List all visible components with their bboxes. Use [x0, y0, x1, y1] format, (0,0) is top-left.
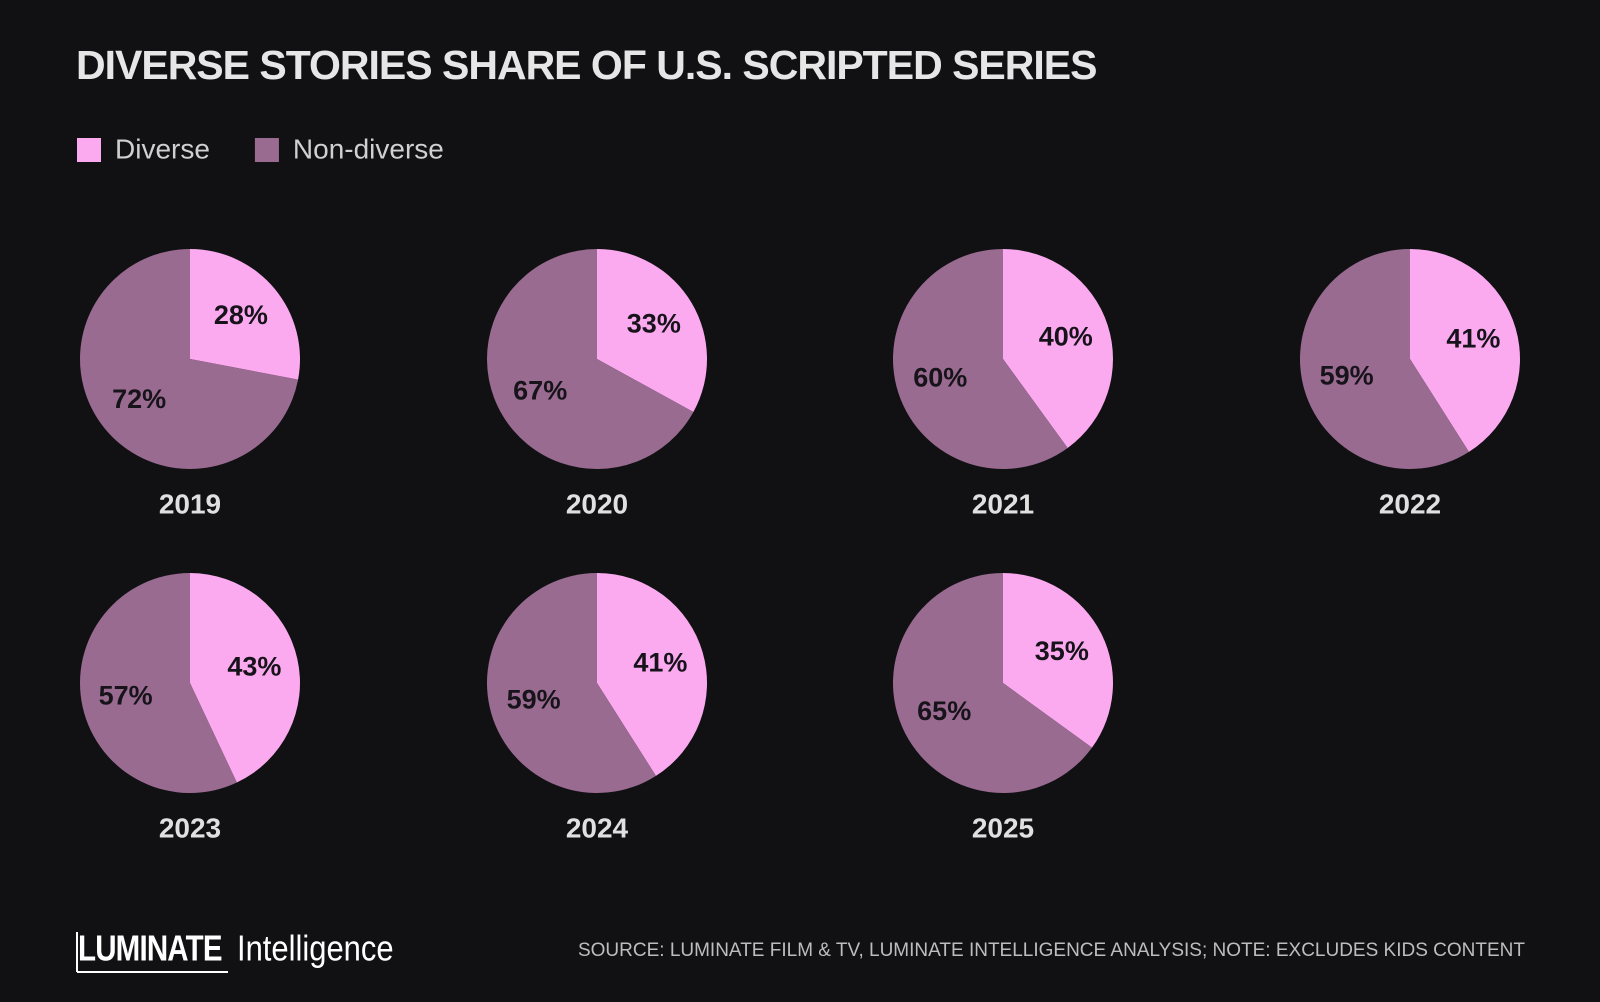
- pie-slice: [1003, 573, 1113, 748]
- legend-label: Diverse: [115, 133, 210, 164]
- logo-brand: LUMINATE: [78, 928, 222, 968]
- pie-slice: [597, 249, 707, 412]
- pie-slice: [892, 573, 1092, 793]
- value-label: 41%: [633, 648, 687, 678]
- pie-title: 2021: [972, 488, 1034, 519]
- pie-slice: [190, 249, 300, 380]
- pie-title: 2020: [566, 488, 628, 519]
- pie-title: 2024: [566, 812, 629, 843]
- pie-title: 2022: [1379, 488, 1441, 519]
- source-note: SOURCE: LUMINATE FILM & TV, LUMINATE INT…: [578, 940, 1525, 961]
- pie-title: 2025: [972, 812, 1034, 843]
- value-label: 60%: [913, 363, 967, 393]
- legend-swatch: [254, 138, 279, 162]
- value-label: 57%: [99, 681, 153, 711]
- value-label: 59%: [1320, 361, 1374, 391]
- value-label: 41%: [1446, 324, 1500, 354]
- chart-title: DIVERSE STORIES SHARE OF U.S. SCRIPTED S…: [76, 42, 1096, 88]
- logo-product: Intelligence: [237, 929, 394, 969]
- pie-slice: [893, 249, 1068, 469]
- pie-slice: [486, 573, 656, 793]
- value-label: 35%: [1035, 636, 1089, 666]
- value-label: 28%: [214, 300, 268, 330]
- pie-title: 2019: [159, 488, 221, 519]
- value-label: 40%: [1039, 322, 1093, 352]
- value-label: 43%: [227, 652, 281, 682]
- value-label: 33%: [627, 309, 681, 339]
- pie-slice: [487, 249, 694, 469]
- pie-slice: [597, 573, 707, 776]
- pie-slice: [1410, 249, 1520, 452]
- value-label: 59%: [507, 685, 561, 715]
- value-label: 72%: [112, 384, 166, 414]
- pie-slice: [1299, 249, 1469, 470]
- value-label: 67%: [513, 376, 567, 406]
- pie-title: 2023: [159, 812, 221, 843]
- value-label: 65%: [917, 696, 971, 726]
- pie-slice: [79, 573, 237, 793]
- pie-slice: [79, 249, 299, 469]
- pie-slice: [190, 573, 300, 783]
- legend-label: Non-diverse: [293, 133, 444, 164]
- pie-slice: [1003, 249, 1113, 448]
- legend-swatch: [77, 138, 101, 162]
